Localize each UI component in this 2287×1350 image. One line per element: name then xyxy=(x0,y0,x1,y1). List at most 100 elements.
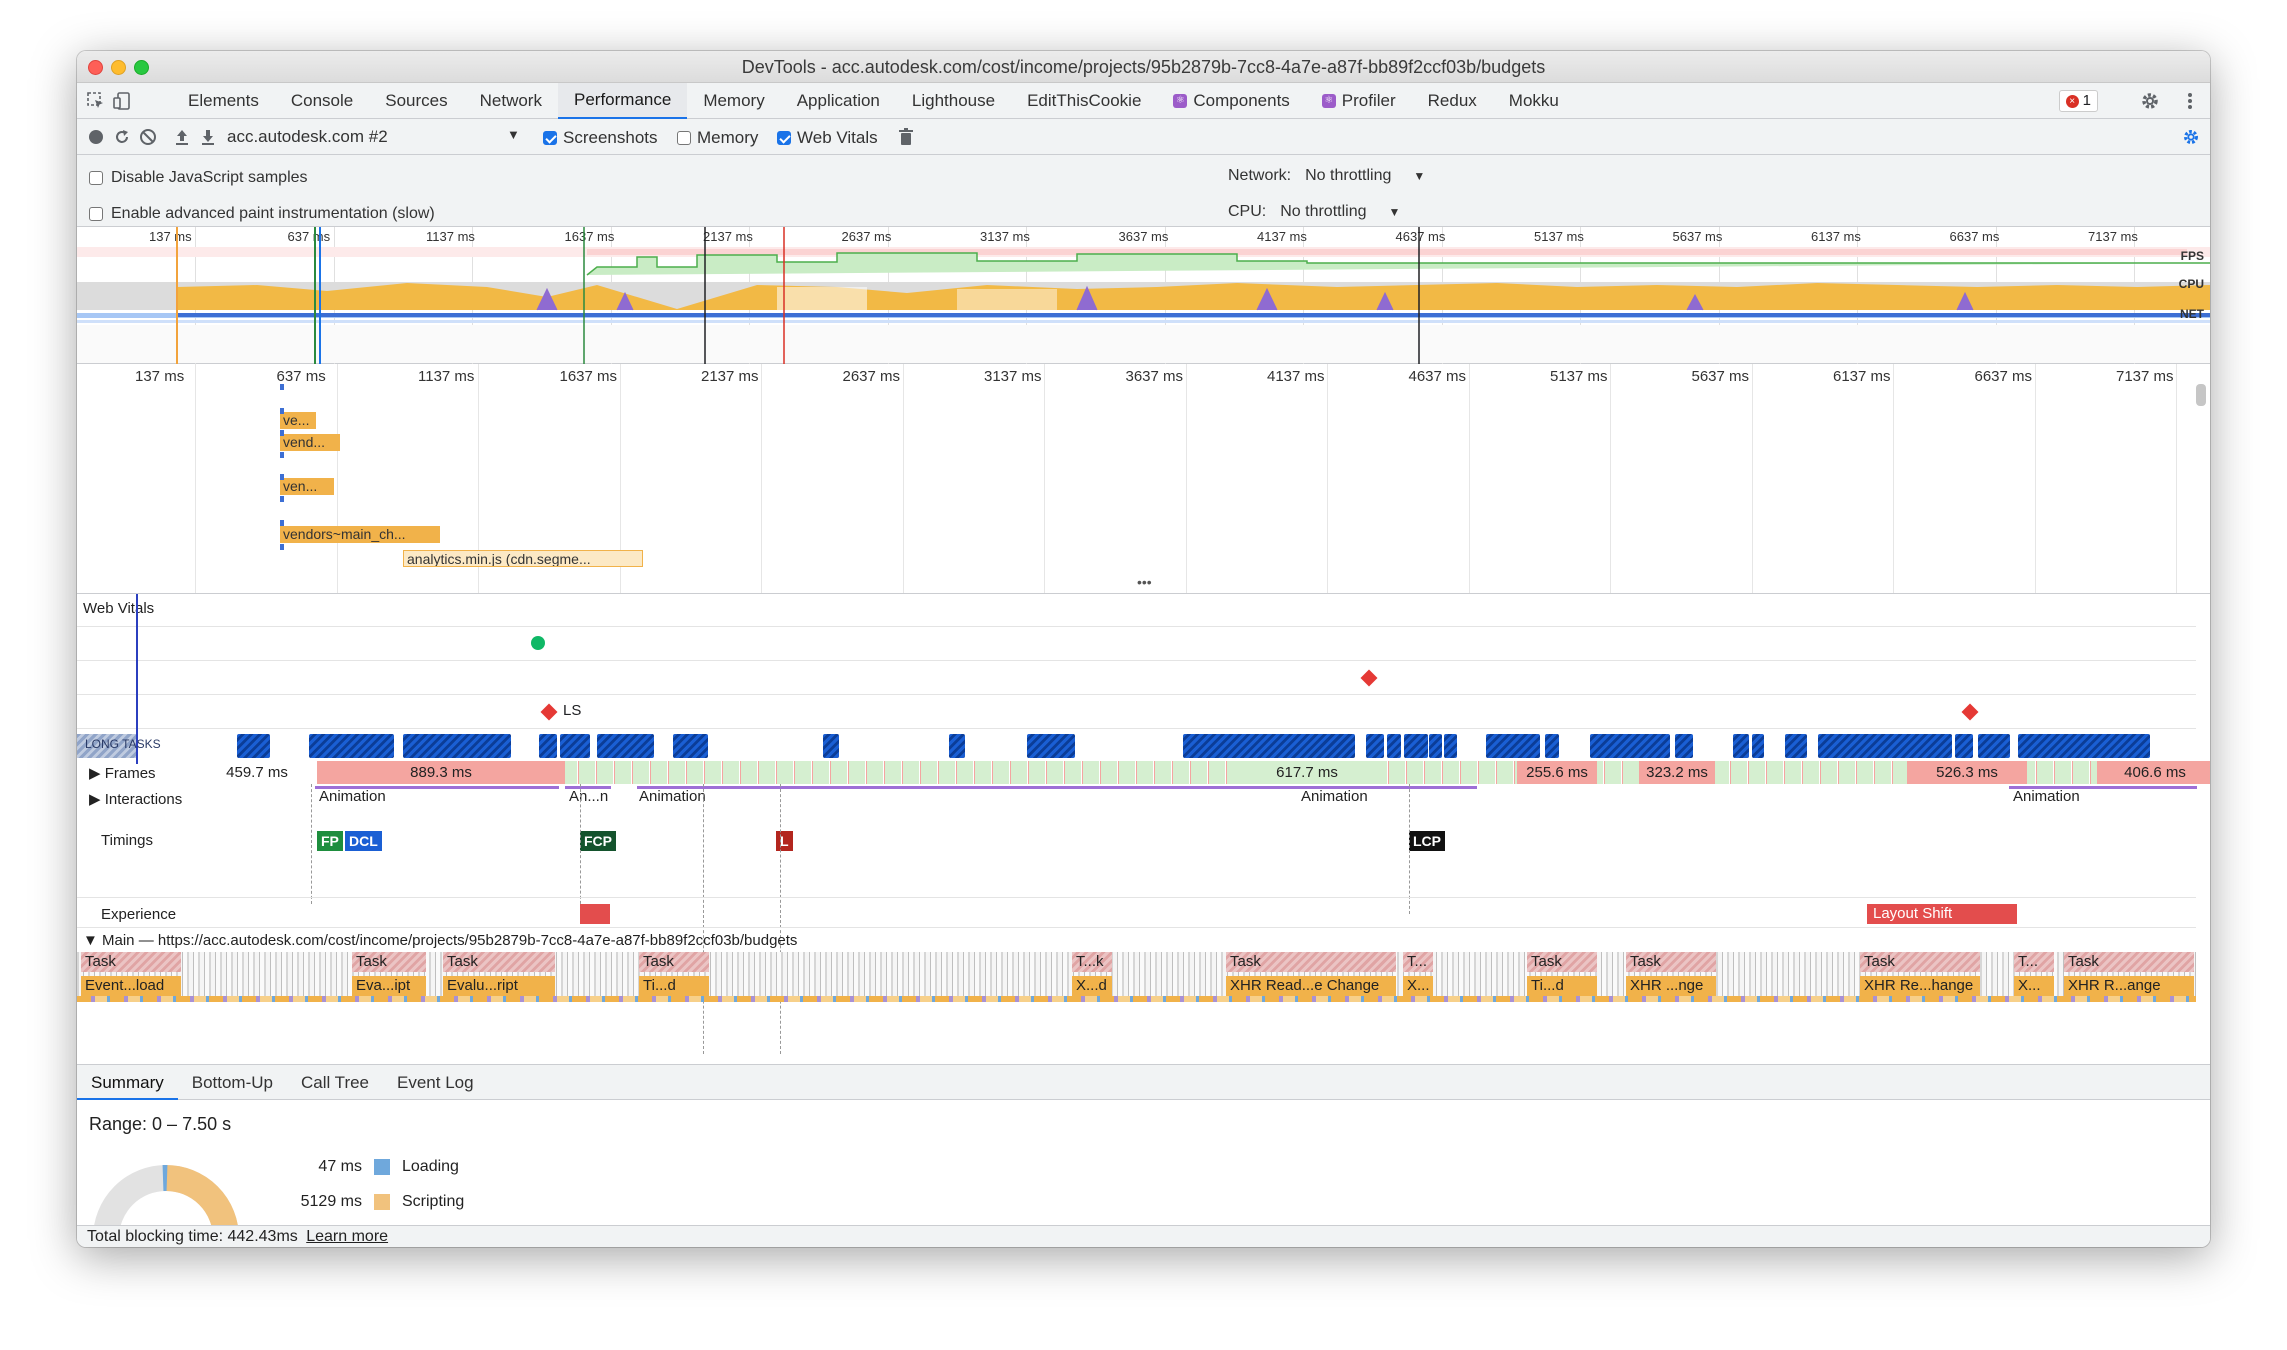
main-task[interactable]: Task xyxy=(1527,952,1597,972)
frame-box[interactable]: 406.6 ms xyxy=(2097,761,2210,784)
web-vitals-checkbox[interactable] xyxy=(777,131,791,145)
main-thread-label[interactable]: ▼ Main — https://acc.autodesk.com/cost/i… xyxy=(83,932,798,949)
timing-marker-dcl[interactable]: DCL xyxy=(345,831,382,851)
web-vitals-toggle[interactable]: Web Vitals xyxy=(777,128,878,148)
advanced-paint-option[interactable]: Enable advanced paint instrumentation (s… xyxy=(89,205,435,223)
settings-gear-icon[interactable] xyxy=(2140,91,2160,111)
inspect-element-icon[interactable] xyxy=(87,92,105,110)
long-task-block[interactable] xyxy=(1486,734,1540,758)
main-task[interactable]: Task xyxy=(352,952,426,972)
main-task[interactable]: Task xyxy=(1626,952,1716,972)
main-task[interactable]: Task xyxy=(639,952,709,972)
disable-js-samples-checkbox[interactable] xyxy=(89,171,103,185)
tab-lighthouse[interactable]: Lighthouse xyxy=(896,83,1011,119)
tab-components[interactable]: ⚛ Components xyxy=(1157,83,1305,119)
timing-marker-l[interactable]: L xyxy=(776,831,793,851)
long-task-block[interactable] xyxy=(560,734,590,758)
tab-editthiscookie[interactable]: EditThisCookie xyxy=(1011,83,1157,119)
frame-box[interactable]: 889.3 ms xyxy=(317,761,565,784)
details-tab-summary[interactable]: Summary xyxy=(77,1065,178,1100)
long-task-block[interactable] xyxy=(823,734,839,758)
tab-application[interactable]: Application xyxy=(781,83,896,119)
long-task-block[interactable] xyxy=(1027,734,1075,758)
main-task[interactable]: Task xyxy=(443,952,555,972)
long-task-block[interactable] xyxy=(1387,734,1401,758)
more-options-icon[interactable] xyxy=(2186,91,2194,111)
close-window-button[interactable] xyxy=(88,60,103,75)
main-task[interactable]: T...k xyxy=(1072,952,1112,972)
long-task-block[interactable] xyxy=(539,734,557,758)
profile-select[interactable]: acc.autodesk.com #2 xyxy=(227,127,388,146)
animation-label[interactable]: Animation xyxy=(1301,788,1368,805)
tab-memory[interactable]: Memory xyxy=(687,83,780,119)
main-call[interactable]: XHR Re...hange xyxy=(1860,976,1980,996)
record-icon[interactable] xyxy=(87,128,105,146)
experience-block[interactable] xyxy=(580,904,610,924)
tab-console[interactable]: Console xyxy=(275,83,369,119)
memory-checkbox[interactable] xyxy=(677,131,691,145)
capture-settings-gear-icon[interactable] xyxy=(2182,128,2200,146)
network-scrollbar[interactable] xyxy=(2196,384,2206,406)
frame-box[interactable]: 255.6 ms xyxy=(1517,761,1597,784)
details-tab-call-tree[interactable]: Call Tree xyxy=(300,1073,370,1092)
memory-toggle[interactable]: Memory xyxy=(677,128,758,148)
main-call[interactable]: Ti...d xyxy=(639,976,709,996)
main-call[interactable]: Ti...d xyxy=(1527,976,1597,996)
long-task-block[interactable] xyxy=(237,734,270,758)
lcp-vital-marker[interactable] xyxy=(1360,669,1378,687)
tab-profiler[interactable]: ⚛ Profiler xyxy=(1306,83,1412,119)
tab-redux[interactable]: Redux xyxy=(1412,83,1493,119)
main-task[interactable]: Task xyxy=(81,952,181,972)
advanced-paint-checkbox[interactable] xyxy=(89,207,103,221)
long-task-block[interactable] xyxy=(1366,734,1384,758)
network-request-bar[interactable]: vendors~main_ch... xyxy=(280,526,440,543)
main-call[interactable]: X...d xyxy=(1072,976,1112,996)
long-task-block[interactable] xyxy=(1752,734,1764,758)
details-tab-bottom-up[interactable]: Bottom-Up xyxy=(191,1073,273,1092)
trash-icon[interactable] xyxy=(897,128,915,146)
web-vitals-tracks[interactable]: Web Vitals LS LONG TASKS ▶ Frames 459.7 … xyxy=(77,594,2210,1064)
screenshots-checkbox[interactable] xyxy=(543,131,557,145)
main-task[interactable]: Task xyxy=(1226,952,1396,972)
animation-label[interactable]: An...n xyxy=(569,788,609,805)
long-task-block[interactable] xyxy=(1955,734,1973,758)
main-call[interactable]: XHR Read...e Change xyxy=(1226,976,1396,996)
layout-shift-block[interactable]: Layout Shift xyxy=(1867,904,2017,924)
network-request-bar[interactable]: vend... xyxy=(280,434,340,451)
timing-marker-lcp[interactable]: LCP xyxy=(1409,831,1445,851)
chevron-down-icon[interactable]: ▼ xyxy=(507,127,520,142)
save-profile-icon[interactable] xyxy=(199,128,217,146)
timeline-overview[interactable]: 137 ms 637 ms 1137 ms 1637 ms 2137 ms 2637 ms… xyxy=(77,227,2210,364)
tab-elements[interactable]: Elements xyxy=(172,83,275,119)
fcp-vital-marker[interactable] xyxy=(531,636,545,650)
disable-js-samples-option[interactable]: Disable JavaScript samples xyxy=(89,169,308,187)
main-task[interactable]: Task xyxy=(1860,952,1980,972)
long-task-block[interactable] xyxy=(1183,734,1355,758)
main-call[interactable]: Eva...ipt xyxy=(352,976,426,996)
long-task-block[interactable] xyxy=(1978,734,2010,758)
main-call[interactable]: XHR R...ange xyxy=(2064,976,2194,996)
learn-more-link[interactable]: Learn more xyxy=(306,1228,389,1245)
long-task-block[interactable] xyxy=(1733,734,1749,758)
minimize-window-button[interactable] xyxy=(111,60,126,75)
main-call[interactable]: X... xyxy=(2014,976,2054,996)
resize-handle-icon[interactable]: ••• xyxy=(1137,574,1152,590)
main-task[interactable]: T... xyxy=(2014,952,2054,972)
long-task-block[interactable] xyxy=(309,734,394,758)
long-task-block[interactable] xyxy=(1818,734,1952,758)
frames-track-label[interactable]: ▶ Frames xyxy=(89,765,156,782)
ls-vital-marker[interactable] xyxy=(540,703,558,721)
zoom-window-button[interactable] xyxy=(134,60,149,75)
long-task-block[interactable] xyxy=(1444,734,1457,758)
long-task-block[interactable] xyxy=(403,734,511,758)
tab-mokku[interactable]: Mokku xyxy=(1493,83,1575,119)
long-task-block[interactable] xyxy=(1785,734,1807,758)
screenshots-toggle[interactable]: Screenshots xyxy=(543,128,658,148)
long-task-block[interactable] xyxy=(2018,734,2150,758)
animation-label[interactable]: Animation xyxy=(319,788,386,805)
clear-icon[interactable] xyxy=(139,128,157,146)
cpu-throttling-chevron-icon[interactable]: ▼ xyxy=(1388,205,1401,219)
main-call[interactable]: X... xyxy=(1403,976,1433,996)
reload-record-icon[interactable] xyxy=(113,128,131,146)
network-request-bar[interactable]: analytics.min.js (cdn.segme... xyxy=(403,550,643,567)
